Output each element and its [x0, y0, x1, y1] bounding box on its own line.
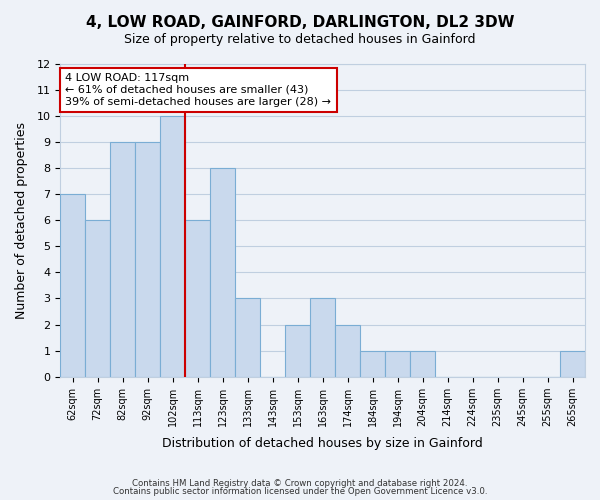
Bar [185, 220, 210, 376]
Bar [135, 142, 160, 376]
Bar [85, 220, 110, 376]
Text: 4, LOW ROAD, GAINFORD, DARLINGTON, DL2 3DW: 4, LOW ROAD, GAINFORD, DARLINGTON, DL2 3… [86, 15, 514, 30]
Bar [335, 324, 360, 376]
Text: Size of property relative to detached houses in Gainford: Size of property relative to detached ho… [124, 32, 476, 46]
Bar [360, 350, 385, 376]
Bar [385, 350, 410, 376]
X-axis label: Distribution of detached houses by size in Gainford: Distribution of detached houses by size … [162, 437, 483, 450]
Bar [160, 116, 185, 376]
Bar [235, 298, 260, 376]
Bar [410, 350, 435, 376]
Bar [310, 298, 335, 376]
Bar [110, 142, 135, 376]
Bar [210, 168, 235, 376]
Text: Contains public sector information licensed under the Open Government Licence v3: Contains public sector information licen… [113, 488, 487, 496]
Bar [285, 324, 310, 376]
Bar [60, 194, 85, 376]
Text: 4 LOW ROAD: 117sqm
← 61% of detached houses are smaller (43)
39% of semi-detache: 4 LOW ROAD: 117sqm ← 61% of detached hou… [65, 74, 331, 106]
Y-axis label: Number of detached properties: Number of detached properties [15, 122, 28, 319]
Bar [560, 350, 585, 376]
Text: Contains HM Land Registry data © Crown copyright and database right 2024.: Contains HM Land Registry data © Crown c… [132, 478, 468, 488]
